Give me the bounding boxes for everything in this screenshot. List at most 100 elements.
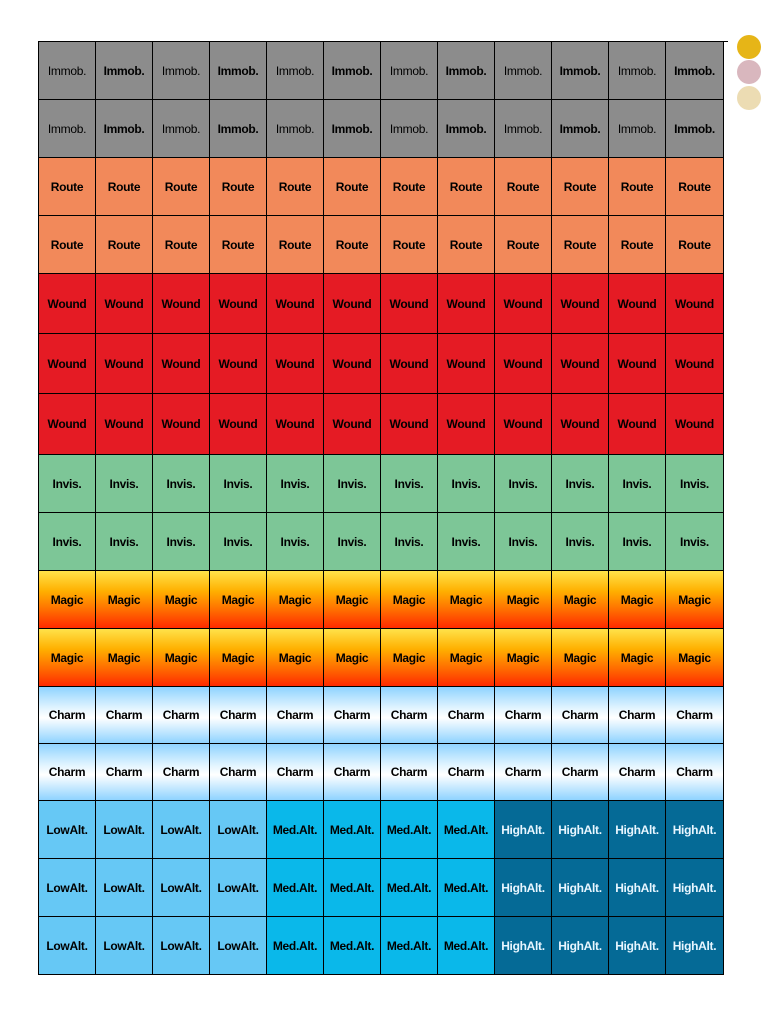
counter-label: Magic (449, 650, 483, 665)
counter-label: Immob. (103, 121, 145, 136)
counter-label: Alt. (69, 822, 88, 837)
counter-label: Alt. (240, 822, 259, 837)
counter-magic: Magic (96, 629, 153, 687)
counter-label: High (501, 938, 527, 953)
counter-label: High (672, 822, 699, 837)
counter-label: Low (160, 880, 184, 895)
counter-label: Invis. (565, 534, 595, 549)
counter-med-alt: Med. Alt. (381, 801, 438, 859)
counter-label: Wound (675, 356, 714, 371)
color-dot (737, 60, 761, 84)
counter-label: Med. (443, 822, 470, 837)
counter-wound: Wound (438, 274, 495, 334)
counter-wound: Wound (552, 334, 609, 394)
counter-label: Immob. (161, 121, 201, 136)
counter-label: Immob. (47, 63, 87, 78)
counter-label: Med. (443, 880, 470, 895)
counter-label: Alt. (640, 822, 659, 837)
counter-immob: Immob. (666, 42, 724, 100)
counter-label: Route (620, 237, 654, 252)
counter-magic: Magic (381, 629, 438, 687)
counter-charm: Charm (324, 744, 381, 801)
counter-label: Invis. (223, 476, 253, 491)
counter-label: High (672, 880, 699, 895)
counter-charm: Charm (210, 687, 267, 744)
counter-label: Immob. (47, 121, 87, 136)
counter-label: Med. (386, 822, 413, 837)
counter-label: Wound (446, 356, 486, 371)
counter-invis: Invis. (153, 455, 210, 513)
counter-invis: Invis. (666, 513, 724, 571)
counter-label: Immob. (331, 121, 373, 136)
counter-label: Alt. (470, 880, 489, 895)
counter-route: Route (666, 216, 724, 274)
counter-label: Charm (162, 708, 200, 722)
counter-wound: Wound (609, 394, 666, 455)
counter-invis: Invis. (552, 513, 609, 571)
counter-route: Route (495, 158, 552, 216)
counter-high-alt: High Alt. (495, 859, 552, 917)
counter-row: Magic Magic Magic Magic Magic Magic Magic Magic… (39, 571, 728, 629)
counter-label: Med. (272, 822, 299, 837)
counter-immob: Immob. (324, 100, 381, 158)
counter-label: Invis. (394, 534, 424, 549)
counter-invis: Invis. (609, 513, 666, 571)
counter-route: Route (552, 158, 609, 216)
counter-magic: Magic (39, 571, 96, 629)
counter-med-alt: Med. Alt. (438, 917, 495, 975)
counter-invis: Invis. (96, 513, 153, 571)
counter-charm: Charm (39, 687, 96, 744)
counter-label: High (615, 880, 641, 895)
counter-low-alt: Low Alt. (210, 859, 267, 917)
counter-invis: Invis. (324, 455, 381, 513)
counter-wound: Wound (666, 274, 724, 334)
counter-label: Immob. (275, 63, 315, 78)
counter-invis: Invis. (153, 513, 210, 571)
counter-row: Wound Wound Wound Wound Wound Wound Wound Wound… (39, 274, 728, 334)
counter-route: Route (495, 216, 552, 274)
counter-label: Med. (272, 880, 299, 895)
counter-label: Charm (561, 765, 599, 779)
counter-low-alt: Low Alt. (153, 859, 210, 917)
counter-label: Invis. (52, 476, 82, 491)
counter-label: Wound (332, 296, 372, 311)
counter-med-alt: Med. Alt. (267, 859, 324, 917)
counter-med-alt: Med. Alt. (438, 801, 495, 859)
counter-invis: Invis. (381, 455, 438, 513)
counter-charm: Charm (210, 744, 267, 801)
counter-immob: Immob. (438, 100, 495, 158)
counter-label: Alt. (299, 880, 318, 895)
counter-label: Charm (618, 708, 656, 722)
counter-label: Magic (107, 592, 141, 607)
counter-label: Charm (333, 765, 371, 779)
counter-label: Alt. (470, 822, 489, 837)
counter-wound: Wound (495, 334, 552, 394)
counter-high-alt: High Alt. (495, 917, 552, 975)
counter-label: Charm (390, 708, 428, 722)
counter-label: Wound (560, 417, 600, 431)
counter-med-alt: Med. Alt. (324, 917, 381, 975)
counter-row: Wound Wound Wound Wound Wound Wound Wound Wound… (39, 394, 728, 455)
counter-label: Low (103, 880, 127, 895)
counter-immob: Immob. (609, 42, 666, 100)
counter-label: Charm (219, 765, 257, 779)
color-dot (737, 86, 761, 110)
counter-immob: Immob. (39, 42, 96, 100)
counter-label: Charm (676, 708, 713, 722)
counter-row: Invis. Invis. Invis. Invis. Invis. Invis. Invi… (39, 513, 728, 571)
counter-row: Route Route Route Route Route Route Route Route… (39, 158, 728, 216)
counter-row: Wound Wound Wound Wound Wound Wound Wound Wound… (39, 334, 728, 394)
counter-label: Wound (218, 356, 258, 371)
counter-immob: Immob. (153, 42, 210, 100)
counter-label: Route (50, 179, 84, 194)
counter-label: Charm (447, 765, 485, 779)
counter-immob: Immob. (438, 42, 495, 100)
counter-label: Wound (161, 417, 201, 431)
counter-label: Alt. (356, 938, 375, 953)
counter-label: Alt. (413, 938, 432, 953)
counter-label: Alt. (640, 938, 659, 953)
counter-magic: Magic (267, 629, 324, 687)
counter-magic: Magic (267, 571, 324, 629)
counter-label: Magic (278, 592, 312, 607)
counter-invis: Invis. (438, 455, 495, 513)
